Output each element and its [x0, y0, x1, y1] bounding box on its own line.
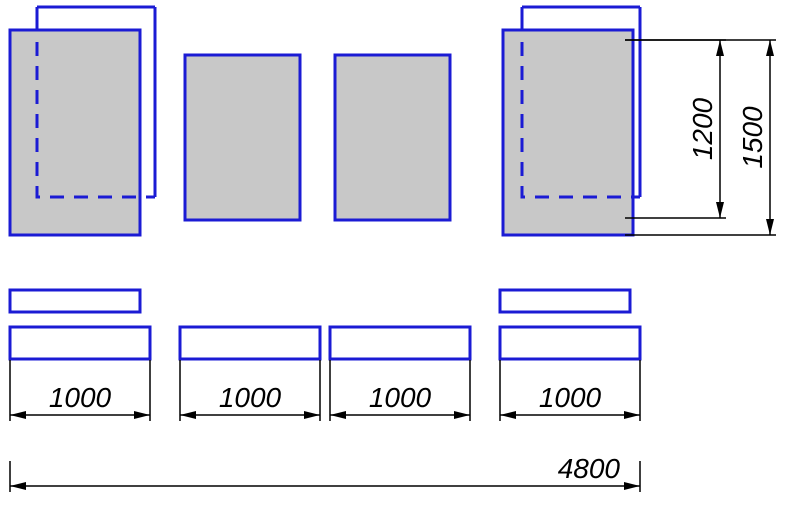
dimension-label: 1000: [219, 382, 282, 413]
block-4: [503, 30, 633, 235]
technical-drawing: 1000 1000 1000 1000 4800 1200 1500: [0, 0, 796, 521]
arrowhead: [766, 40, 774, 56]
arrowhead: [624, 482, 640, 490]
block-3: [335, 55, 450, 220]
arrowhead: [624, 411, 640, 419]
arrowhead: [304, 411, 320, 419]
wide-bar-4: [500, 327, 640, 359]
wide-bar-1: [10, 327, 150, 359]
arrowhead: [180, 411, 196, 419]
dimension-label: 1000: [539, 382, 602, 413]
arrowhead: [716, 202, 724, 218]
small-bar-2: [500, 290, 630, 312]
small-bar-1: [10, 290, 140, 312]
dimension-label: 4800: [558, 453, 621, 484]
wide-bar-3: [330, 327, 470, 359]
arrowhead: [10, 482, 26, 490]
arrowhead: [330, 411, 346, 419]
arrowhead: [454, 411, 470, 419]
arrowhead: [716, 40, 724, 56]
arrowhead: [134, 411, 150, 419]
dimension-label: 1000: [49, 382, 112, 413]
arrowhead: [766, 219, 774, 235]
dimension-label: 1200: [687, 97, 718, 160]
wide-bar-2: [180, 327, 320, 359]
block-1: [10, 30, 140, 235]
dimension-label: 1500: [737, 106, 768, 169]
arrowhead: [10, 411, 26, 419]
block-2: [185, 55, 300, 220]
arrowhead: [500, 411, 516, 419]
dimension-label: 1000: [369, 382, 432, 413]
